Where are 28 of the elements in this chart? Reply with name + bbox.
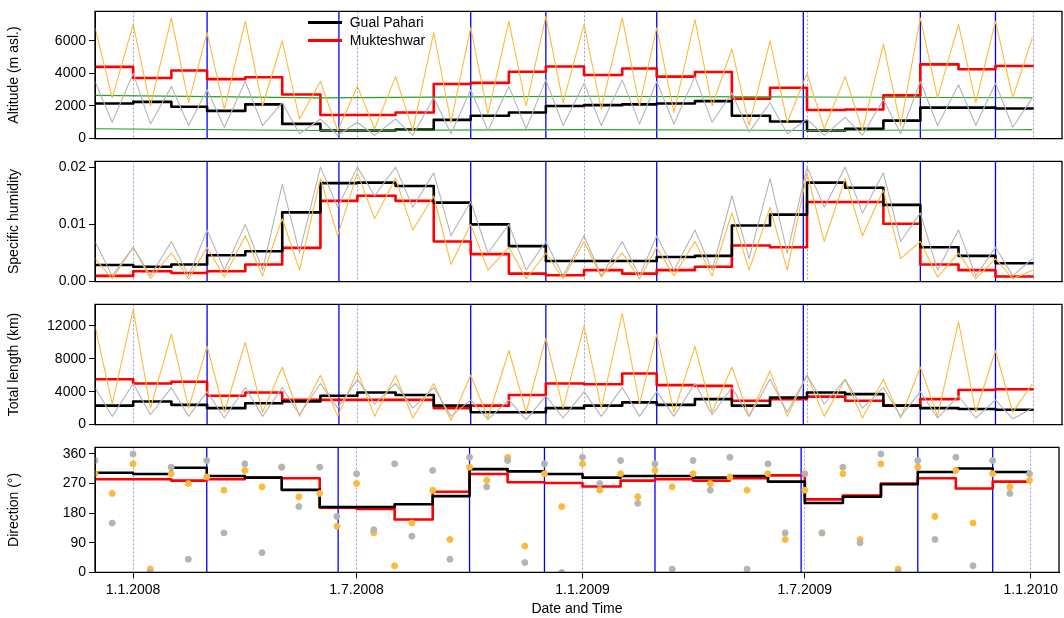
y-tick-label: 2000 [54, 96, 87, 113]
x-tick-label: 1.1.2009 [555, 580, 610, 597]
y-tick-label: 4000 [54, 64, 87, 81]
y-axis-title: Total length (km) [5, 312, 22, 417]
y-tick-label: 8000 [54, 349, 87, 366]
x-tick-label: 1.1.2008 [105, 580, 161, 597]
x-tick-label: 1.1.2010 [1003, 580, 1059, 597]
y-tick-label: 0.02 [58, 157, 87, 174]
y-tick-label: 0.01 [58, 215, 87, 232]
y-tick-label: 0 [78, 129, 87, 146]
y-tick-label: 0 [78, 563, 87, 580]
y-tick-label: 360 [62, 444, 87, 461]
y-tick-label: 270 [62, 474, 87, 491]
y-axis-title: Specific humidity [5, 168, 22, 275]
y-tick-label: 90 [70, 533, 87, 550]
y-tick-label: 0.00 [58, 272, 87, 289]
y-axis-title: Altitude (m asl.) [5, 26, 22, 124]
x-tick-label: 1.7.2009 [777, 580, 833, 597]
y-tick-label: 0 [78, 415, 87, 432]
y-tick-label: 4000 [54, 382, 87, 399]
y-tick-label: 6000 [54, 31, 87, 48]
y-tick-label: 12000 [47, 316, 87, 333]
legend-label: Mukteshwar [349, 32, 426, 49]
x-axis-title: Date and Time [531, 600, 623, 617]
y-tick-label: 180 [62, 504, 87, 521]
y-axis-title: Direction (°) [5, 472, 22, 547]
legend-label: Gual Pahari [349, 14, 424, 31]
x-tick-label: 1.7.2008 [329, 580, 385, 597]
